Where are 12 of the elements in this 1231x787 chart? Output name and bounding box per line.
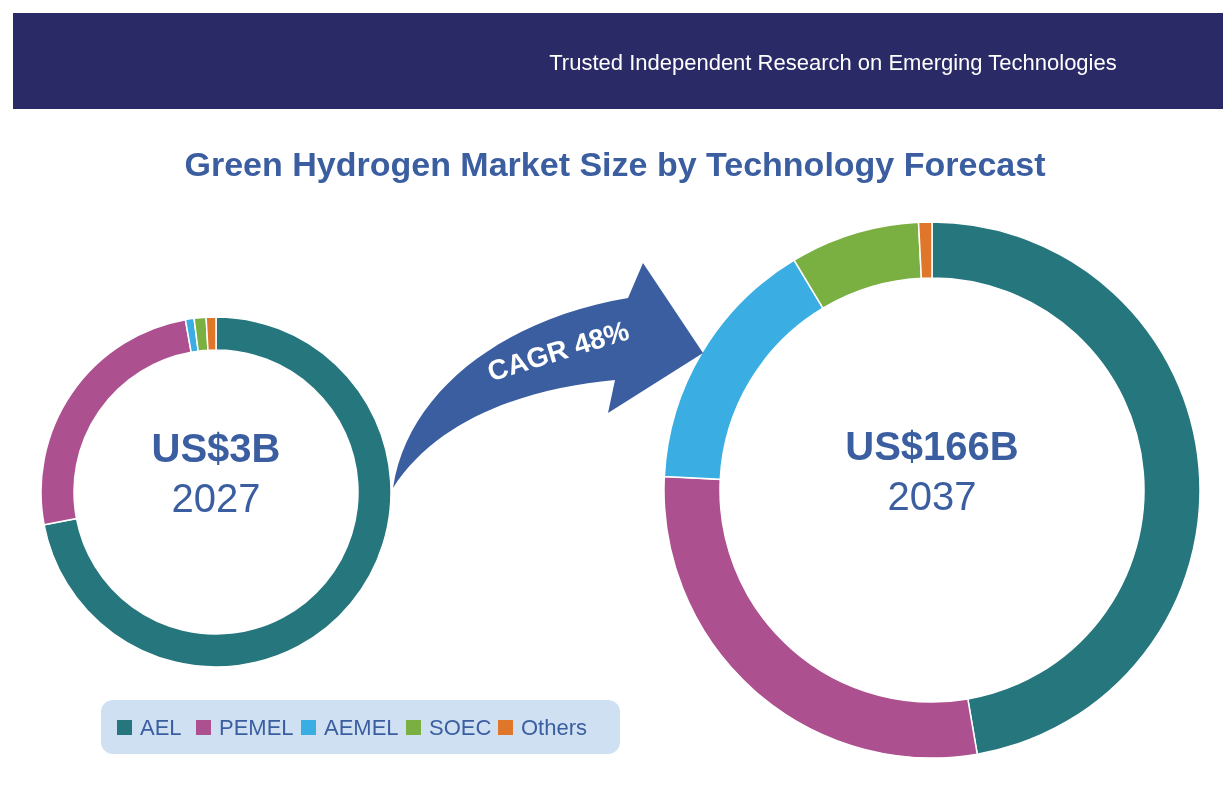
text: 2027 [171, 476, 261, 520]
chart-title: Green Hydrogen Market Size by Technology Forecast [184, 145, 1046, 183]
legend-label: AEL [140, 715, 182, 740]
legend-label: PEMEL [219, 715, 294, 740]
text: 2037 [887, 474, 977, 518]
legend-label: AEMEL [324, 715, 399, 740]
text: US$3B [151, 426, 281, 470]
text: US$166B [845, 424, 1019, 468]
legend-label: Others [521, 715, 588, 740]
text: CAGR 48% [483, 314, 633, 388]
legend-label: SOEC [429, 715, 492, 740]
chart-subtitle: Trusted Independent Research on Emerging Technologies [549, 50, 1117, 75]
